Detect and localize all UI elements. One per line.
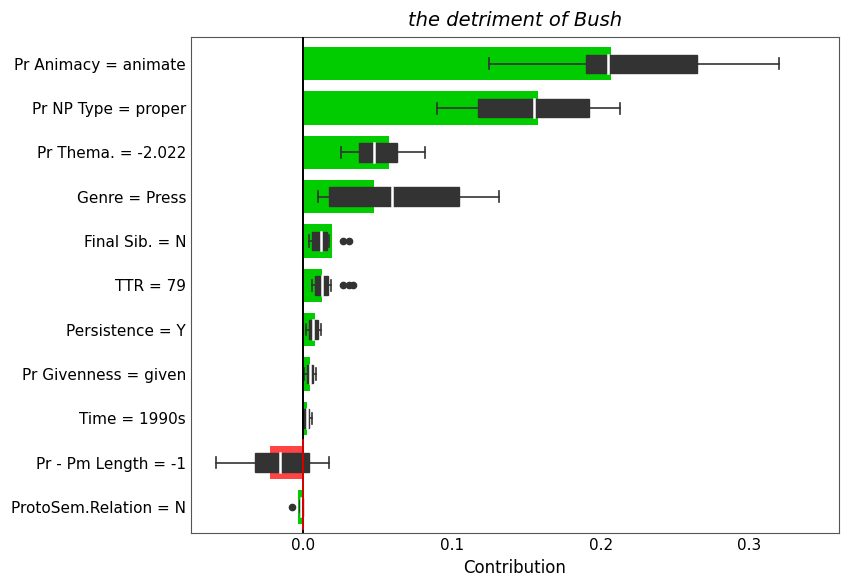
Bar (304, 409, 309, 427)
Bar (586, 55, 697, 73)
Bar (298, 490, 303, 523)
Bar (303, 313, 314, 346)
Bar (312, 232, 326, 250)
X-axis label: Contribution: Contribution (463, 559, 566, 577)
Bar (303, 136, 389, 169)
Bar (307, 365, 313, 383)
Bar (303, 92, 538, 125)
Bar (330, 188, 459, 206)
Title: the detriment of Bush: the detriment of Bush (408, 11, 622, 30)
Bar (303, 47, 611, 81)
Bar (303, 358, 310, 390)
Bar (479, 99, 589, 118)
Bar (255, 453, 309, 472)
Bar (300, 497, 303, 516)
Bar (303, 180, 374, 213)
Bar (270, 446, 303, 479)
Bar (314, 276, 328, 295)
Bar (303, 402, 307, 435)
Bar (303, 225, 332, 258)
Bar (360, 143, 396, 162)
Bar (303, 269, 322, 302)
Bar (309, 320, 318, 339)
